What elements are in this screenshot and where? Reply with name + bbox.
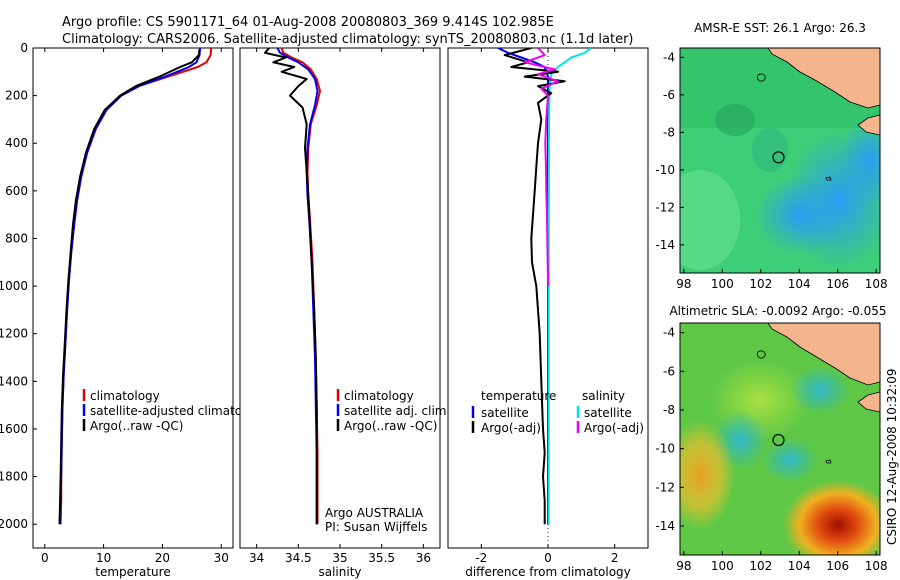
- x-tick-label: 0: [41, 551, 49, 565]
- map-x-tick-label: 108: [865, 559, 888, 573]
- x-tick-label: -2: [475, 551, 487, 565]
- series-line-2: [264, 48, 318, 525]
- y-tick-label: 0: [20, 41, 28, 55]
- x-tick-label: 30: [214, 551, 229, 565]
- y-tick-label: 2000: [0, 517, 28, 531]
- legend-label: satellite adj. clim.: [344, 404, 450, 418]
- map-x-tick-label: 98: [676, 559, 691, 573]
- y-tick-label: 1800: [0, 470, 28, 484]
- legend-label: satellite: [481, 406, 529, 420]
- legend-label: Argo(-adj): [584, 421, 644, 435]
- map-y-tick-label: -6: [663, 88, 675, 102]
- map-y-tick-label: -6: [663, 364, 675, 378]
- map-x-tick-label: 98: [676, 277, 691, 291]
- y-tick-label: 1200: [0, 327, 28, 341]
- annotation-line: PI: Susan Wijffels: [325, 520, 427, 534]
- x-tick-label: 0: [544, 551, 552, 565]
- legend-label: satellite: [584, 406, 632, 420]
- sla-map-title: Altimetric SLA: -0.0092 Argo: -0.055: [669, 304, 886, 318]
- map-x-tick-label: 104: [788, 559, 811, 573]
- map-y-tick-label: -4: [663, 50, 675, 64]
- x-tick-label: 34.5: [285, 551, 312, 565]
- x-tick-label: 2: [611, 551, 619, 565]
- sla-map-field: [680, 323, 880, 555]
- x-axis-label: difference from climatology: [465, 565, 631, 579]
- side-timestamp-label: CSIRO 12-Aug-2008 10:32:09: [885, 369, 899, 545]
- figure-title-line1: Argo profile: CS 5901171_64 01-Aug-2008 …: [62, 15, 554, 30]
- sla-land-java: [857, 391, 880, 413]
- sst-map-title: AMSR-E SST: 26.1 Argo: 26.3: [694, 21, 866, 35]
- y-tick-label: 1400: [0, 374, 28, 388]
- x-axis-label: temperature: [95, 565, 170, 579]
- x-tick-label: 20: [155, 551, 170, 565]
- map-x-tick-label: 108: [865, 277, 888, 291]
- series-line-2: [503, 48, 566, 525]
- legend-label: salinity: [582, 389, 625, 403]
- map-x-tick-label: 102: [749, 277, 772, 291]
- map-y-tick-label: -10: [655, 163, 675, 177]
- legend-label: Argo(..raw -QC): [344, 419, 437, 433]
- salinity-profile-panel: 34 34.5 35 35.5 36 salinity climatologysatelli…: [239, 47, 450, 579]
- map-x-tick-label: 106: [826, 559, 849, 573]
- map-y-tick-label: -4: [663, 326, 675, 340]
- y-tick-label: 600: [5, 184, 28, 198]
- legend-label: Argo(-adj): [481, 421, 541, 435]
- legend-label: climatology: [344, 389, 414, 403]
- sst-map: AMSR-E SST: 26.1 Argo: 26.3 98 100 102 104 1…: [655, 21, 888, 291]
- sla-argo-location-marker: [772, 433, 785, 447]
- map-x-tick-label: 100: [711, 277, 734, 291]
- plot-frame: [239, 47, 441, 549]
- series-line-2: [58, 49, 201, 525]
- x-tick-label: 34: [249, 551, 264, 565]
- map-x-tick-label: 100: [711, 559, 734, 573]
- map-y-tick-label: -12: [655, 200, 675, 214]
- y-tick-label: 800: [5, 231, 28, 245]
- x-tick-label: 35.5: [368, 551, 395, 565]
- sla-land-sumatra: [767, 323, 880, 386]
- x-tick-label: 35: [332, 551, 347, 565]
- legend-label: temperature: [481, 389, 556, 403]
- legend-label: climatology: [90, 389, 160, 403]
- map-x-tick-label: 106: [826, 277, 849, 291]
- y-tick-label: 1000: [0, 279, 28, 293]
- y-tick-label: 400: [5, 136, 28, 150]
- map-y-tick-label: -8: [663, 403, 675, 417]
- map-y-tick-label: -10: [655, 442, 675, 456]
- figure-title-line2: Climatology: CARS2006. Satellite-adjuste…: [62, 32, 634, 47]
- sst-land-sumatra: [767, 48, 880, 109]
- x-tick-label: 36: [416, 551, 431, 565]
- legend-label: Argo(..raw -QC): [90, 419, 183, 433]
- map-y-tick-label: -14: [655, 519, 675, 533]
- x-tick-label: 10: [96, 551, 111, 565]
- plot-frame: [32, 47, 234, 549]
- map-x-tick-label: 102: [749, 559, 772, 573]
- map-y-tick-label: -12: [655, 480, 675, 494]
- sla-map: Altimetric SLA: -0.0092 Argo: -0.055 98 1…: [655, 304, 888, 573]
- map-y-tick-label: -8: [663, 125, 675, 139]
- annotation-line: Argo AUSTRALIA: [325, 506, 424, 520]
- sst-argo-location-marker: [772, 151, 785, 164]
- legend-label: satellite-adjusted climatology: [90, 404, 268, 418]
- y-tick-label: 200: [5, 89, 28, 103]
- map-y-tick-label: -14: [655, 238, 675, 252]
- map-x-tick-label: 104: [788, 277, 811, 291]
- temperature-profile-panel: 0 10 20 30 0 200 400 600 800 1000 1200 1400 1600 1800…: [0, 41, 268, 579]
- y-tick-label: 1600: [0, 422, 28, 436]
- series-line-3: [523, 48, 559, 287]
- x-axis-label: salinity: [318, 565, 361, 579]
- sst-map-field: [680, 48, 880, 273]
- sst-land-java: [857, 114, 880, 136]
